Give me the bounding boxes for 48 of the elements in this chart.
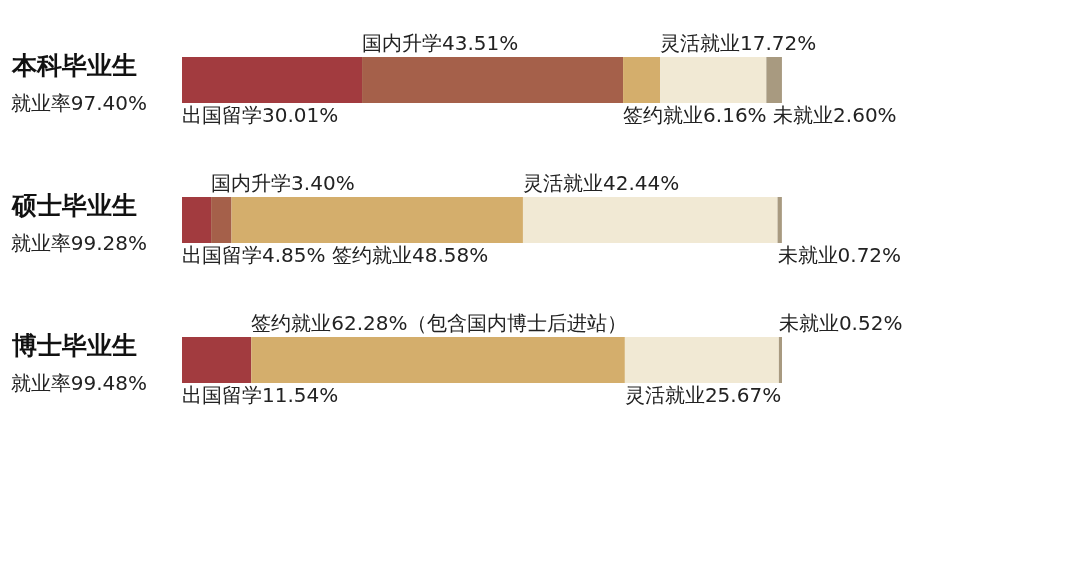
bar — [362, 57, 624, 103]
text: 出国留学 — [182, 243, 262, 267]
text: 就业率99.48% — [10, 371, 147, 395]
series-label: 国内升学 — [362, 31, 443, 55]
data-label: 48.58% — [412, 243, 489, 267]
data-label: 11.54% — [262, 383, 339, 407]
text: 国内升学 — [211, 171, 292, 195]
bar — [766, 57, 782, 103]
bar — [231, 197, 523, 243]
bar — [522, 197, 778, 243]
data-label: 4.85% — [262, 243, 326, 267]
bar — [660, 57, 767, 103]
data-label: 3.40% — [291, 171, 355, 195]
text: 就业率99.28% — [10, 231, 147, 255]
text: 签约就业 — [251, 311, 332, 335]
bar — [182, 197, 212, 243]
bar — [211, 197, 232, 243]
bar — [623, 57, 661, 103]
text: 未就业 — [778, 311, 839, 335]
data-label: 43.51% — [442, 31, 519, 55]
data-label: 0.72% — [837, 243, 902, 267]
data-label: 6.16% — [703, 103, 767, 127]
text: 就业率97.40% — [10, 91, 147, 115]
bar — [182, 57, 363, 103]
data-label: 62.28%（包含国内博士后进站） — [331, 311, 628, 335]
text: 签约就业 — [332, 243, 412, 267]
y-tick-label: 本科毕业生 — [11, 51, 137, 80]
series-label: 签约就业 — [623, 103, 704, 127]
text: 出国留学 — [182, 383, 262, 407]
data-label: 2.60% — [833, 103, 897, 127]
series-label: 灵活就业 — [624, 383, 705, 407]
bar — [624, 337, 779, 383]
y-tick-label: 博士毕业生 — [11, 331, 137, 360]
data-label: 30.01% — [262, 103, 339, 127]
data-label: 17.72% — [740, 31, 817, 55]
bar — [182, 337, 252, 383]
data-label: 25.67% — [704, 383, 782, 407]
text: 未就业 — [777, 243, 838, 267]
series-label: 未就业 — [773, 103, 834, 127]
data-label: 0.52% — [838, 311, 903, 335]
data-label: 42.44% — [602, 171, 680, 195]
text: 灵活就业 — [522, 171, 603, 195]
bar — [251, 337, 625, 383]
series-label: 出国留学 — [182, 103, 262, 127]
y-tick-label: 硕士毕业生 — [11, 191, 137, 220]
bar — [778, 337, 782, 383]
bar — [777, 197, 782, 243]
text: 灵活就业 — [660, 31, 741, 55]
